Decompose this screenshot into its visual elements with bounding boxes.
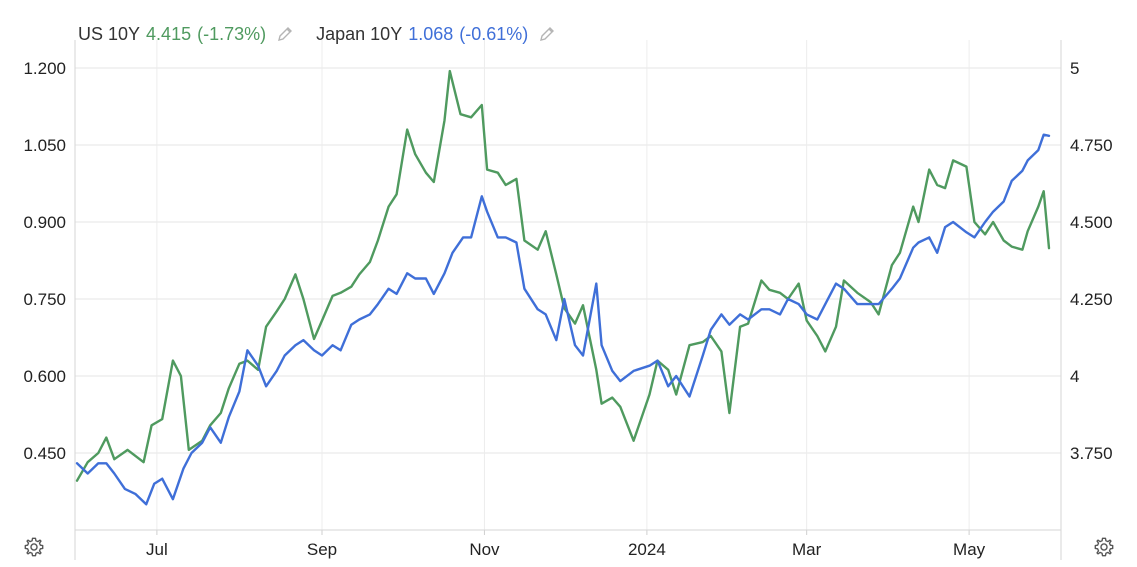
- x-axis-tick-label: May: [953, 540, 986, 559]
- gear-icon[interactable]: [23, 536, 45, 558]
- legend-series-change: (-0.61%): [459, 23, 529, 44]
- right-axis-tick-label: 4.250: [1070, 290, 1113, 309]
- legend-series-name: Japan 10Y: [316, 23, 403, 44]
- gear-icon[interactable]: [1093, 536, 1115, 558]
- right-axis-tick-label: 5: [1070, 59, 1079, 78]
- x-axis-tick-label: 2024: [628, 540, 666, 559]
- left-axis-tick-label: 0.600: [23, 367, 66, 386]
- legend-item-us-10y[interactable]: US 10Y 4.415 (-1.73%): [78, 24, 294, 45]
- pencil-icon[interactable]: [276, 25, 294, 43]
- left-axis-ticks: 1.200 1.050 0.900 0.750 0.600 0.450: [23, 59, 66, 463]
- pencil-icon[interactable]: [538, 25, 556, 43]
- series-line-japan-10y: [75, 133, 1051, 506]
- x-axis-tick-label: Sep: [307, 540, 337, 559]
- right-axis-tick-label: 4: [1070, 367, 1079, 386]
- right-axis-ticks: 5 4.750 4.500 4.250 4 3.750: [1070, 59, 1113, 463]
- x-axis-tick-label: Jul: [146, 540, 168, 559]
- left-axis-tick-label: 1.050: [23, 136, 66, 155]
- left-axis-tick-label: 0.900: [23, 213, 66, 232]
- left-axis-tick-label: 1.200: [23, 59, 66, 78]
- axes: [74, 40, 1062, 560]
- vertical-gridlines: [156, 40, 970, 530]
- horizontal-gridlines: [75, 67, 1061, 454]
- right-axis-tick-label: 4.750: [1070, 136, 1113, 155]
- x-axis-tick-label: Nov: [469, 540, 500, 559]
- x-axis-tick-label: Mar: [792, 540, 822, 559]
- legend-series-value: 1.068: [408, 23, 454, 44]
- series-lines: [75, 69, 1051, 506]
- right-axis-tick-label: 3.750: [1070, 444, 1113, 463]
- legend-series-change: (-1.73%): [197, 23, 267, 44]
- left-axis-tick-label: 0.450: [23, 444, 66, 463]
- left-axis-tick-label: 0.750: [23, 290, 66, 309]
- right-axis-tick-label: 4.500: [1070, 213, 1113, 232]
- legend-series-name: US 10Y: [78, 23, 141, 44]
- legend-item-japan-10y[interactable]: Japan 10Y 1.068 (-0.61%): [316, 24, 556, 45]
- legend: US 10Y 4.415 (-1.73%) Japan 10Y 1.068 (-…: [78, 22, 578, 46]
- series-line-us-10y: [75, 69, 1051, 482]
- x-axis-ticks: Jul Sep Nov 2024 Mar May: [146, 540, 986, 559]
- legend-series-value: 4.415: [146, 23, 192, 44]
